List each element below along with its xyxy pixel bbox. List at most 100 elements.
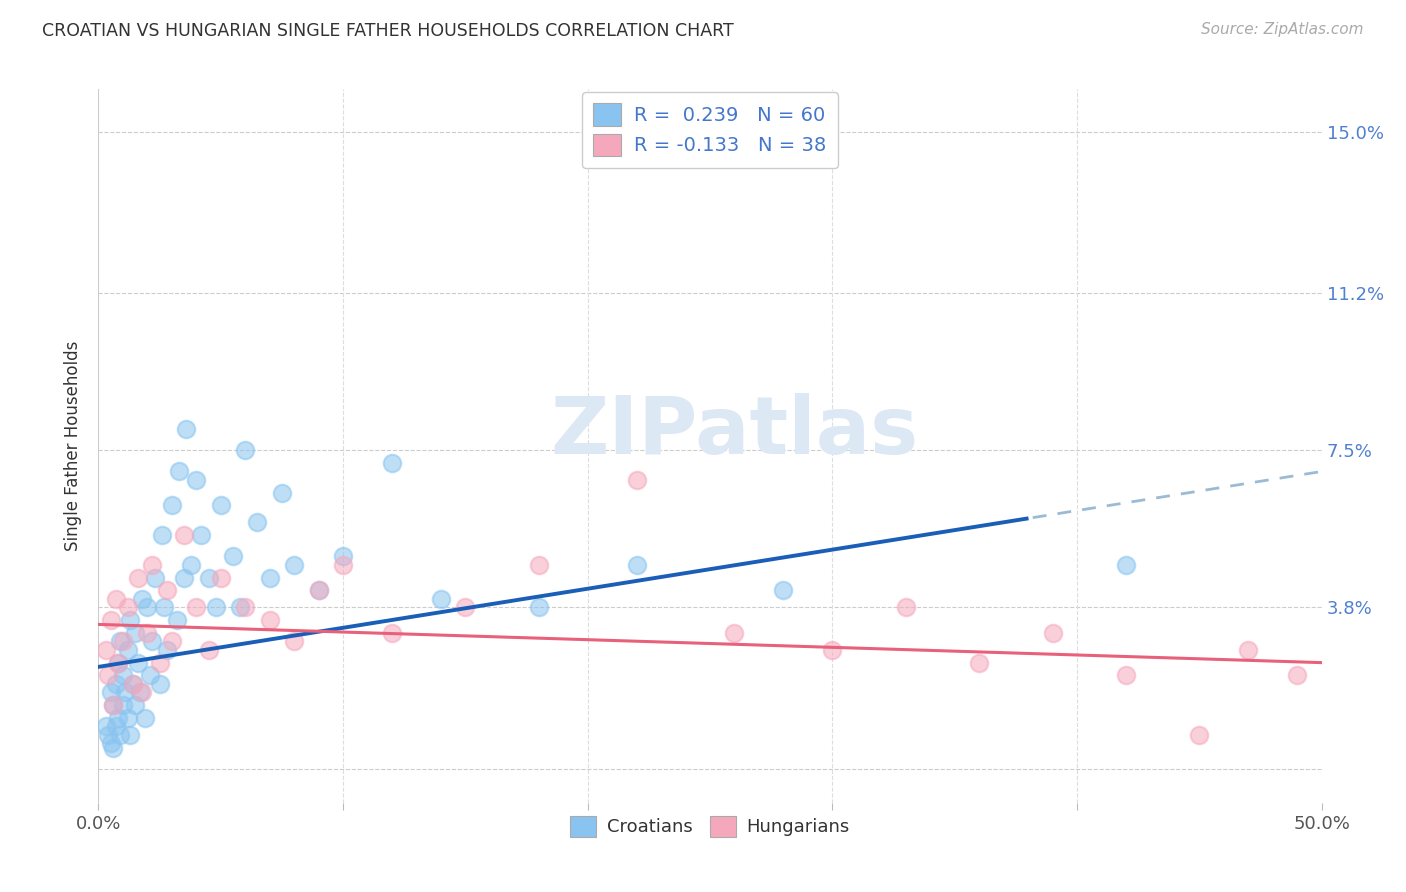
Point <box>246 516 269 530</box>
Point <box>180 558 202 572</box>
Point <box>97 728 120 742</box>
Point <box>233 600 256 615</box>
Point <box>1286 668 1309 682</box>
Point <box>1188 728 1211 742</box>
Point <box>94 643 117 657</box>
Text: CROATIAN VS HUNGARIAN SINGLE FATHER HOUSEHOLDS CORRELATION CHART: CROATIAN VS HUNGARIAN SINGLE FATHER HOUS… <box>42 22 734 40</box>
Point <box>107 656 129 670</box>
Point <box>121 677 143 691</box>
Point <box>205 600 228 615</box>
Point <box>94 719 117 733</box>
Point <box>1115 668 1137 682</box>
Point <box>332 558 354 572</box>
Point <box>101 698 124 712</box>
Point <box>114 685 136 699</box>
Point <box>332 549 354 564</box>
Text: ZIPatlas: ZIPatlas <box>550 392 918 471</box>
Point <box>527 600 550 615</box>
Point <box>173 528 195 542</box>
Point <box>104 677 127 691</box>
Point <box>1115 558 1137 572</box>
Point <box>160 499 183 513</box>
Point <box>104 719 127 733</box>
Point <box>149 677 172 691</box>
Point <box>153 600 176 615</box>
Point <box>454 600 477 615</box>
Text: Source: ZipAtlas.com: Source: ZipAtlas.com <box>1201 22 1364 37</box>
Point <box>110 728 132 742</box>
Point <box>141 558 163 572</box>
Point <box>131 591 153 606</box>
Y-axis label: Single Father Households: Single Father Households <box>65 341 83 551</box>
Point <box>821 643 844 657</box>
Point <box>127 571 149 585</box>
Point <box>967 656 990 670</box>
Point <box>209 499 232 513</box>
Point <box>1042 626 1064 640</box>
Point <box>381 626 404 640</box>
Point <box>173 571 195 585</box>
Point <box>117 600 139 615</box>
Point <box>259 571 281 585</box>
Point <box>1237 643 1260 657</box>
Point <box>104 591 127 606</box>
Point <box>117 643 139 657</box>
Point <box>156 583 179 598</box>
Point <box>150 528 173 542</box>
Point <box>894 600 917 615</box>
Point <box>110 634 132 648</box>
Point <box>723 626 745 640</box>
Point <box>308 583 330 598</box>
Point <box>209 571 232 585</box>
Point <box>626 473 648 487</box>
Point <box>111 698 134 712</box>
Point <box>283 634 305 648</box>
Point <box>149 656 172 670</box>
Point <box>156 643 179 657</box>
Point <box>124 698 146 712</box>
Point <box>283 558 305 572</box>
Point <box>259 613 281 627</box>
Point <box>100 736 122 750</box>
Point <box>430 591 453 606</box>
Point <box>129 685 152 699</box>
Point <box>139 668 162 682</box>
Point <box>107 656 129 670</box>
Point <box>626 558 648 572</box>
Point <box>97 668 120 682</box>
Point <box>229 600 252 615</box>
Point <box>197 571 219 585</box>
Point <box>167 465 190 479</box>
Point <box>233 443 256 458</box>
Point <box>222 549 245 564</box>
Point <box>127 656 149 670</box>
Point <box>160 634 183 648</box>
Point <box>100 613 122 627</box>
Point <box>120 728 142 742</box>
Point <box>111 668 134 682</box>
Point <box>117 711 139 725</box>
Point <box>100 685 122 699</box>
Point <box>197 643 219 657</box>
Point <box>166 613 188 627</box>
Point <box>176 422 198 436</box>
Point <box>101 698 124 712</box>
Point <box>270 485 294 500</box>
Point <box>121 677 143 691</box>
Point <box>124 626 146 640</box>
Point <box>190 528 212 542</box>
Point <box>107 711 129 725</box>
Point <box>308 583 330 598</box>
Point <box>141 634 163 648</box>
Point <box>186 473 208 487</box>
Point <box>120 613 142 627</box>
Point <box>136 600 159 615</box>
Point <box>186 600 208 615</box>
Point <box>131 685 153 699</box>
Point <box>136 626 159 640</box>
Point <box>134 711 156 725</box>
Point <box>111 634 134 648</box>
Point <box>101 740 124 755</box>
Legend: Croatians, Hungarians: Croatians, Hungarians <box>564 808 856 844</box>
Point <box>772 583 794 598</box>
